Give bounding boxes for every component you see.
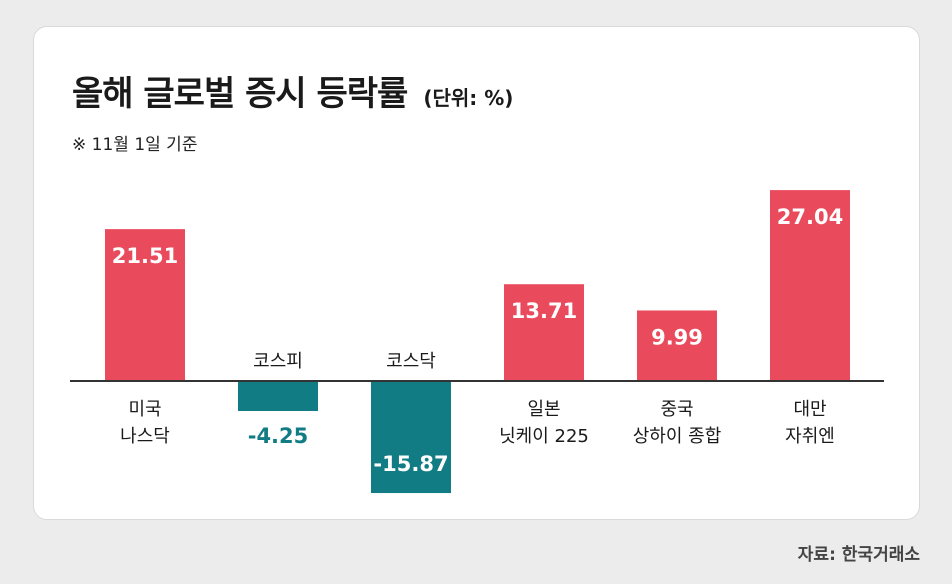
category-label-line: 코스피 bbox=[253, 351, 303, 372]
category-label-line: 나스닥 bbox=[120, 426, 170, 447]
bar-0 bbox=[105, 229, 185, 381]
bar-5 bbox=[770, 190, 850, 381]
title-row: 올해 글로벌 증시 등락률 (단위: %) bbox=[72, 66, 513, 115]
category-label-line: 상하이 종합 bbox=[633, 426, 722, 447]
category-label-1: 코스피 bbox=[253, 351, 303, 372]
category-label-line: 자취엔 bbox=[785, 426, 835, 447]
value-label-5: 27.04 bbox=[777, 205, 843, 229]
bar-3 bbox=[504, 284, 584, 381]
date-note: ※ 11월 1일 기준 bbox=[72, 135, 198, 155]
value-label-4: 9.99 bbox=[651, 325, 703, 349]
value-label-2: -15.87 bbox=[373, 452, 448, 476]
value-label-0: 21.51 bbox=[112, 244, 178, 268]
category-label-2: 코스닥 bbox=[386, 351, 436, 372]
bar-2 bbox=[371, 381, 451, 494]
source-note: 자료: 한국거래소 bbox=[797, 545, 920, 565]
bars-group bbox=[105, 190, 850, 494]
category-label-line: 대만 bbox=[793, 399, 826, 420]
unit-label: (단위: %) bbox=[423, 86, 514, 110]
category-label-line: 닛케이 225 bbox=[499, 426, 589, 447]
value-label-1: -4.25 bbox=[248, 424, 309, 448]
category-label-line: 일본 bbox=[527, 399, 560, 420]
bar-4 bbox=[637, 310, 717, 381]
category-label-line: 미국 bbox=[128, 399, 161, 420]
bar-1 bbox=[238, 381, 318, 412]
category-label-line: 중국 bbox=[660, 399, 693, 420]
value-label-3: 13.71 bbox=[511, 299, 577, 323]
category-label-line: 코스닥 bbox=[386, 351, 436, 372]
chart-title: 올해 글로벌 증시 등락률 bbox=[72, 74, 408, 114]
